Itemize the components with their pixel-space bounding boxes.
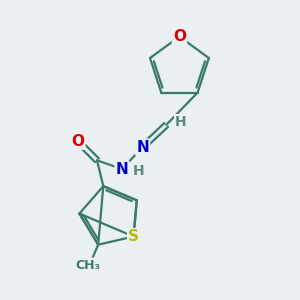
Text: H: H: [132, 164, 144, 178]
Text: O: O: [173, 29, 186, 44]
Text: S: S: [128, 229, 139, 244]
Text: H: H: [175, 115, 187, 129]
Text: O: O: [71, 134, 84, 149]
Text: N: N: [116, 162, 128, 177]
Text: CH₃: CH₃: [76, 259, 100, 272]
Text: N: N: [136, 140, 149, 154]
